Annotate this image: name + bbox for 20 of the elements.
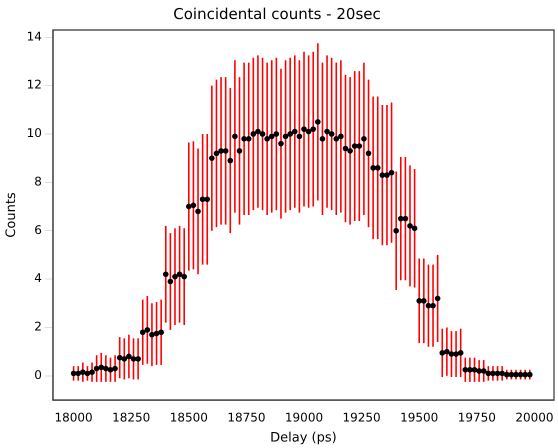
y-tick-label: 0 [34, 368, 42, 382]
x-tick-label: 18750 [227, 410, 266, 424]
x-tick-label: 18250 [112, 410, 150, 424]
y-tick-label: 14 [26, 29, 42, 44]
y-axis-title: Counts [4, 192, 20, 238]
x-tick-label: 19500 [400, 410, 438, 424]
y-tick-label: 10 [26, 126, 42, 140]
x-tick-label: 19750 [458, 410, 496, 424]
y-tick-label: 4 [34, 271, 42, 286]
x-axis-title: Delay (ps) [270, 430, 337, 446]
x-tick-label: 19000 [284, 410, 324, 424]
x-tick-label: 18000 [54, 410, 93, 424]
y-tick-label: 2 [34, 320, 42, 334]
x-tick-label: 20000 [515, 410, 554, 424]
y-tick-label: 8 [34, 174, 42, 188]
x-tick-label: 18500 [170, 410, 208, 424]
y-tick-label: 6 [34, 222, 42, 237]
chart-title: Coincidental counts - 20sec [173, 4, 381, 23]
y-tick-label: 12 [26, 78, 42, 92]
x-tick-label: 19250 [342, 410, 381, 424]
